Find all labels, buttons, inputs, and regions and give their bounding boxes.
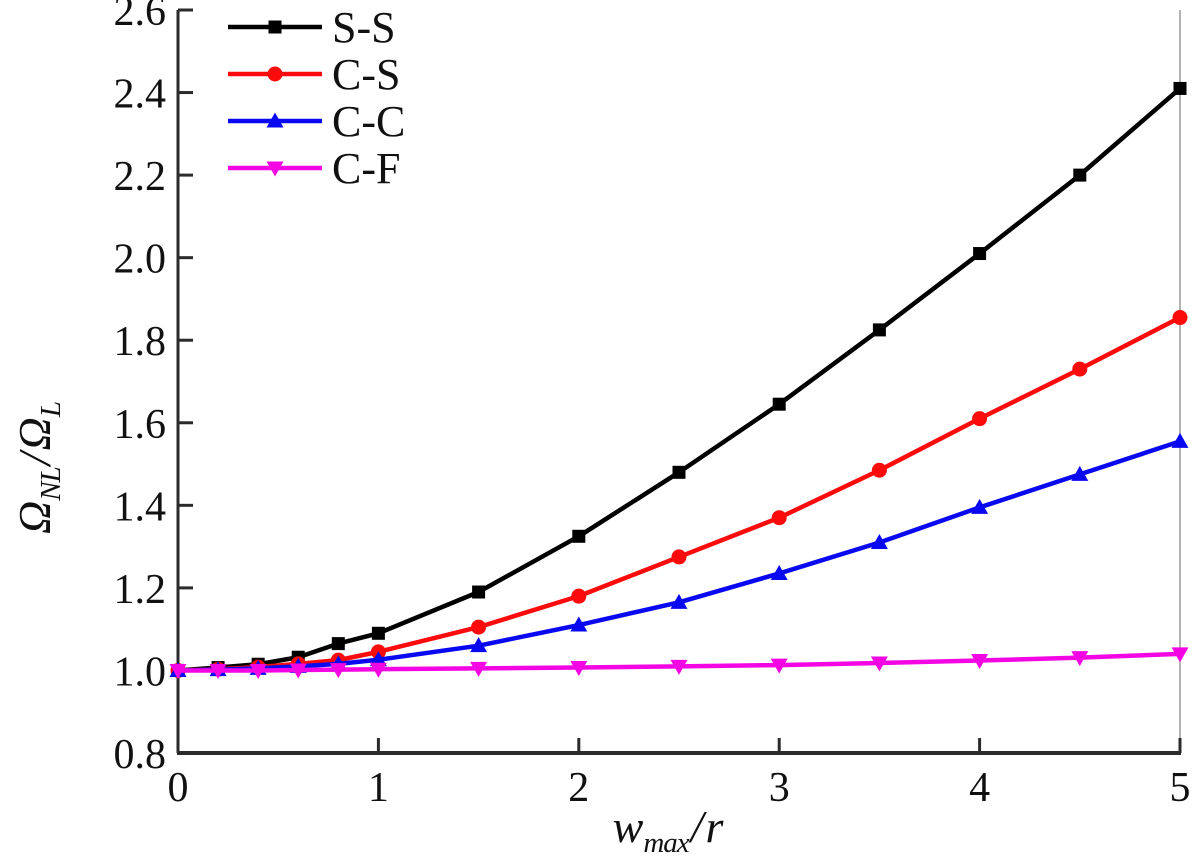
series-marker-C-C bbox=[570, 616, 588, 632]
series-marker-S-S bbox=[772, 397, 786, 411]
legend-marker-S-S bbox=[268, 20, 282, 34]
y-tick-label: 0.8 bbox=[114, 732, 167, 778]
x-axis-label-part: w bbox=[612, 801, 644, 852]
series-marker-C-F bbox=[289, 663, 307, 679]
series-line-C-F bbox=[178, 651, 1181, 673]
y-axis-label-part: / bbox=[9, 452, 60, 466]
series-marker-C-C bbox=[1071, 465, 1089, 481]
x-tick-label: 1 bbox=[368, 765, 389, 811]
series-marker-C-C bbox=[971, 498, 989, 514]
x-axis-label-part: / bbox=[690, 801, 704, 852]
series-marker-C-S bbox=[671, 549, 687, 565]
series-marker-S-S bbox=[331, 637, 345, 651]
series-marker-C-F bbox=[570, 661, 588, 677]
y-tick-label: 2.4 bbox=[114, 72, 167, 118]
series-marker-C-F bbox=[209, 663, 227, 679]
series-marker-C-S bbox=[471, 619, 487, 635]
legend-label-C-F: C-F bbox=[332, 144, 400, 193]
series-marker-C-F bbox=[670, 659, 688, 675]
series-marker-C-S bbox=[771, 510, 787, 526]
series-line-C-S bbox=[177, 315, 1182, 673]
y-tick-label: 2.2 bbox=[114, 154, 167, 200]
series-marker-C-F bbox=[1171, 647, 1189, 663]
series-marker-C-F bbox=[329, 663, 347, 679]
y-axis-label-part: L bbox=[35, 402, 67, 418]
y-axis-label: ΩNL/ΩL bbox=[8, 228, 68, 708]
x-tick-label: 3 bbox=[769, 765, 790, 811]
series-marker-C-F bbox=[249, 663, 267, 679]
y-axis-label-part: Ω bbox=[9, 500, 60, 534]
series-marker-C-C bbox=[770, 564, 788, 580]
y-axis-label-part: NL bbox=[35, 467, 67, 501]
x-axis-label-part: r bbox=[705, 801, 724, 852]
series-marker-C-F bbox=[470, 661, 488, 677]
series-marker-S-S bbox=[1173, 81, 1187, 95]
x-tick-label: 5 bbox=[1170, 765, 1191, 811]
series-marker-C-F bbox=[1071, 651, 1089, 667]
x-axis-label: wmax/r bbox=[468, 800, 868, 860]
series-marker-C-C bbox=[1171, 432, 1189, 448]
series-marker-S-S bbox=[872, 323, 886, 337]
y-tick-label: 1.2 bbox=[114, 567, 167, 613]
series-marker-C-S bbox=[1172, 310, 1188, 326]
y-axis-label-part: Ω bbox=[9, 417, 60, 451]
series-line-S-S bbox=[177, 86, 1182, 673]
y-tick-label: 2.0 bbox=[114, 237, 167, 283]
series-marker-S-S bbox=[672, 465, 686, 479]
series-marker-C-C bbox=[870, 533, 888, 549]
y-tick-label: 2.6 bbox=[114, 0, 167, 35]
series-marker-S-S bbox=[572, 529, 586, 543]
series-marker-C-C bbox=[670, 593, 688, 609]
legend-marker-C-S bbox=[267, 66, 283, 82]
series-marker-C-F bbox=[770, 658, 788, 674]
y-tick-label: 1.8 bbox=[114, 319, 167, 365]
series-marker-S-S bbox=[1073, 168, 1087, 182]
series-marker-S-S bbox=[371, 626, 385, 640]
x-tick-label: 4 bbox=[969, 765, 990, 811]
x-tick-label: 0 bbox=[168, 765, 189, 811]
series-marker-C-S bbox=[871, 462, 887, 478]
y-tick-label: 1.6 bbox=[114, 402, 167, 448]
series-marker-C-C bbox=[470, 637, 488, 653]
legend-label-C-S: C-S bbox=[332, 50, 400, 99]
series-marker-C-S bbox=[571, 588, 587, 604]
legend-marker-C-F bbox=[266, 161, 284, 177]
series-marker-C-C bbox=[369, 651, 387, 667]
series-marker-S-S bbox=[472, 585, 486, 599]
series-marker-C-F bbox=[870, 656, 888, 672]
series-marker-C-F bbox=[369, 662, 387, 678]
series-line-C-C bbox=[177, 439, 1181, 673]
series-marker-C-F bbox=[971, 654, 989, 670]
legend-label-C-C: C-C bbox=[332, 97, 405, 146]
y-tick-label: 1.0 bbox=[114, 649, 167, 695]
series-marker-C-F bbox=[169, 663, 187, 679]
y-tick-label: 1.4 bbox=[114, 484, 167, 530]
series-marker-C-S bbox=[1072, 361, 1088, 377]
series-marker-C-S bbox=[972, 411, 988, 427]
legend-label-S-S: S-S bbox=[332, 3, 396, 52]
series-marker-S-S bbox=[973, 247, 987, 261]
legend-marker-C-C bbox=[266, 112, 284, 128]
x-axis-label-part: max bbox=[643, 827, 689, 859]
x-tick-label: 2 bbox=[568, 765, 589, 811]
